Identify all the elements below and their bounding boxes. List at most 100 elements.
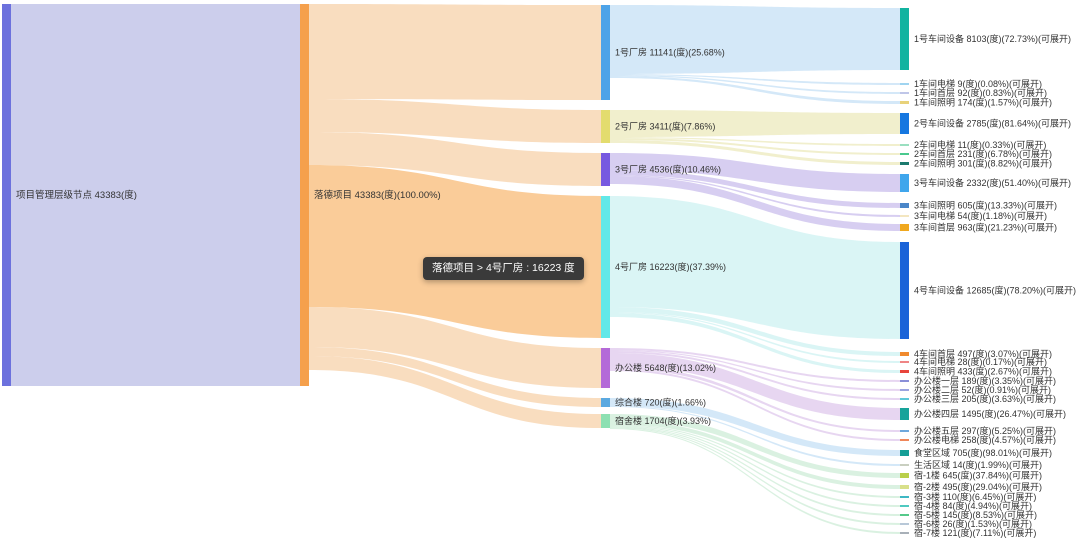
sankey-node[interactable] (900, 496, 909, 498)
sankey-node[interactable] (900, 8, 909, 70)
sankey-node[interactable] (900, 473, 909, 478)
sankey-link[interactable] (610, 350, 900, 391)
sankey-link[interactable] (610, 313, 900, 373)
sankey-link[interactable] (610, 138, 900, 155)
sankey-node-label: 3车间首层 963(度)(21.23%)(可展开) (914, 221, 1057, 232)
sankey-link[interactable] (610, 424, 900, 498)
sankey-node-label: 2车间照明 301(度)(8.82%)(可展开) (914, 157, 1052, 168)
sankey-node[interactable] (900, 450, 909, 456)
sankey-node-label: 宿-7楼 121(度)(7.11%)(可展开) (914, 527, 1036, 538)
sankey-node[interactable] (900, 505, 909, 507)
sankey-node-label: 办公楼三层 205(度)(3.63%)(可展开) (914, 393, 1056, 404)
sankey-link[interactable] (610, 176, 900, 231)
sankey-node[interactable] (601, 398, 610, 407)
sankey-link[interactable] (610, 366, 900, 432)
sankey-link[interactable] (610, 76, 900, 104)
sankey-node[interactable] (900, 380, 909, 382)
sankey-node[interactable] (601, 153, 610, 186)
sankey-node[interactable] (900, 144, 909, 146)
sankey-node[interactable] (900, 430, 909, 432)
sankey-node[interactable] (900, 162, 909, 165)
sankey-link[interactable] (610, 170, 900, 208)
sankey-link[interactable] (610, 369, 900, 441)
sankey-node[interactable] (900, 153, 909, 155)
sankey-node[interactable] (900, 215, 909, 217)
sankey-nodes-layer (2, 4, 909, 534)
sankey-node[interactable] (601, 414, 610, 428)
sankey-node[interactable] (900, 370, 909, 373)
sankey-node[interactable] (2, 4, 11, 386)
sankey-node[interactable] (900, 83, 909, 85)
sankey-node[interactable] (900, 514, 909, 516)
sankey-link[interactable] (610, 153, 900, 192)
sankey-link[interactable] (610, 406, 900, 466)
sankey-node-label: 4号车间设备 12685(度)(78.20%)(可展开) (914, 284, 1076, 295)
sankey-node-label: 办公楼五层 297(度)(5.25%)(可展开) (914, 425, 1056, 436)
sankey-link[interactable] (610, 348, 900, 382)
sankey-node[interactable] (900, 203, 909, 208)
sankey-link[interactable] (610, 5, 900, 74)
sankey-node[interactable] (900, 352, 909, 356)
sankey-link[interactable] (610, 398, 900, 456)
sankey-node[interactable] (900, 532, 909, 534)
sankey-node[interactable] (900, 242, 909, 339)
sankey-node[interactable] (900, 224, 909, 231)
sankey-node[interactable] (601, 110, 610, 143)
sankey-labels-layer: 项目管理层级节点 43383(度) 落德项目 43383(度)(100.00%) 1… (16, 33, 1076, 538)
sankey-link[interactable] (610, 74, 900, 85)
sankey-link[interactable] (309, 307, 601, 388)
sankey-link[interactable] (309, 4, 601, 100)
sankey-node[interactable] (601, 348, 610, 388)
sankey-link[interactable] (610, 420, 900, 489)
sankey-link[interactable] (610, 175, 900, 217)
sankey-node[interactable] (900, 485, 909, 489)
sankey-node-label: 2号车间设备 2785(度)(81.64%)(可展开) (914, 117, 1071, 128)
sankey-links-layer (11, 4, 900, 534)
sankey-node-label: 项目管理层级节点 43383(度) (16, 189, 137, 201)
sankey-link[interactable] (610, 425, 900, 507)
sankey-node-label: 宿-5楼 145(度)(8.53%)(可展开) (914, 509, 1037, 520)
sankey-node-label: 1车间电梯 9(度)(0.08%)(可展开) (914, 78, 1042, 89)
sankey-node[interactable] (900, 408, 909, 420)
sankey-link[interactable] (309, 356, 601, 428)
sankey-link[interactable] (610, 353, 900, 420)
sankey-node[interactable] (601, 196, 610, 338)
sankey-node[interactable] (900, 101, 909, 104)
sankey-node[interactable] (900, 523, 909, 525)
sankey-node-label: 宿舍楼 1704(度)(3.93%) (615, 415, 711, 426)
sankey-link[interactable] (610, 137, 900, 146)
sankey-link[interactable] (610, 75, 900, 94)
sankey-link[interactable] (610, 427, 900, 525)
sankey-node[interactable] (601, 5, 610, 100)
sankey-node-label: 综合楼 720(度)(1.66%) (615, 396, 706, 407)
sankey-link[interactable] (610, 426, 900, 516)
sankey-node[interactable] (900, 439, 909, 441)
sankey-link[interactable] (610, 351, 900, 400)
sankey-link[interactable] (11, 4, 300, 386)
sankey-node[interactable] (900, 174, 909, 192)
sankey-node[interactable] (300, 4, 309, 386)
sankey-node[interactable] (900, 389, 909, 391)
sankey-node[interactable] (900, 113, 909, 134)
sankey-link[interactable] (610, 196, 900, 339)
sankey-link[interactable] (610, 414, 900, 478)
sankey-node-label: 3车间照明 605(度)(13.33%)(可展开) (914, 199, 1057, 210)
sankey-node[interactable] (900, 398, 909, 400)
sankey-node-label: 3车间电梯 54(度)(1.18%)(可展开) (914, 210, 1047, 221)
sankey-node-label: 3号厂房 4536(度)(10.46%) (615, 163, 721, 174)
sankey-link[interactable] (610, 307, 900, 356)
sankey-node[interactable] (900, 361, 909, 363)
sankey-link[interactable] (309, 165, 601, 338)
sankey-link[interactable] (309, 347, 601, 407)
sankey-node[interactable] (900, 464, 909, 466)
sankey-node[interactable] (900, 92, 909, 94)
sankey-link[interactable] (610, 312, 900, 363)
sankey-link[interactable] (610, 140, 900, 165)
sankey-node-label: 2号厂房 3411(度)(7.86%) (615, 120, 715, 131)
sankey-link[interactable] (610, 110, 900, 137)
sankey-node-label: 1车间照明 174(度)(1.57%)(可展开) (914, 96, 1052, 107)
sankey-link[interactable] (309, 99, 601, 143)
sankey-link[interactable] (309, 132, 601, 186)
sankey-link[interactable] (610, 428, 900, 534)
